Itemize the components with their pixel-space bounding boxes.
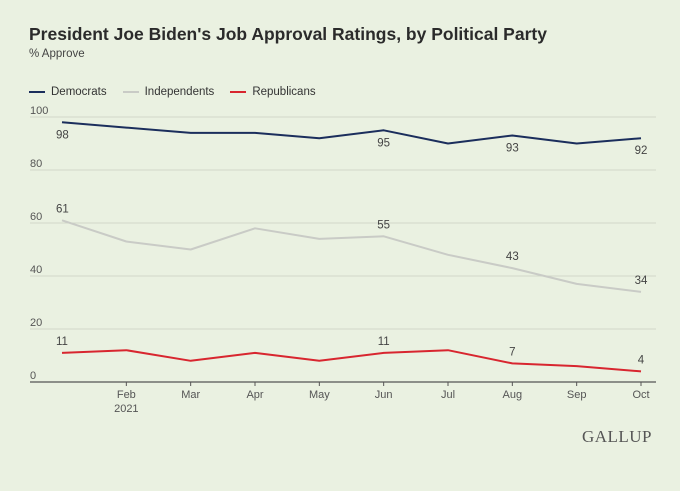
data-label-independents: 55 [377,219,390,231]
legend-item-democrats: Democrats [29,86,107,98]
chart-subtitle: % Approve [29,48,85,60]
data-label-republicans: 11 [56,336,68,348]
x-tick-label: Sep [567,389,587,401]
gallup-logo: GALLUP [581,427,652,446]
data-label-independents: 34 [635,275,648,287]
x-tick-label: Aug [503,389,523,401]
y-tick-label: 80 [30,158,42,170]
x-tick-label: Jun [375,389,393,401]
legend-swatch-democrats [29,91,45,93]
x-tick-label: Oct [632,389,649,401]
x-tick-label: Feb [117,389,136,401]
x-tick-label: May [309,389,330,401]
legend-item-republicans: Republicans [230,86,316,98]
chart-title: President Joe Biden's Job Approval Ratin… [29,24,547,44]
y-tick-label: 100 [30,105,48,117]
legend-label-republicans: Republicans [252,86,316,98]
data-label-republicans: 11 [378,336,390,348]
data-label-republicans: 7 [509,346,515,358]
data-label-democrats: 98 [56,129,69,141]
data-label-democrats: 95 [377,137,390,149]
data-label-democrats: 93 [506,143,519,155]
legend-item-independents: Independents [122,86,215,98]
x-tick-label: Mar [181,389,200,401]
data-label-republicans: 4 [638,354,645,366]
y-tick-label: 60 [30,211,42,223]
data-label-independents: 43 [506,251,519,263]
data-label-democrats: 92 [635,145,648,157]
series-line-democrats [61,121,642,145]
series-line-republicans [61,349,642,373]
y-tick-label: 0 [30,370,36,382]
x-tick-label: Jul [441,389,455,401]
y-tick-label: 20 [30,317,42,329]
legend: Democrats Independents Republicans [29,86,316,98]
legend-swatch-republicans [230,91,247,93]
series-line-independents [61,219,642,293]
y-tick-label: 40 [30,264,42,276]
legend-swatch-independents [122,91,139,93]
legend-label-democrats: Democrats [51,86,107,98]
x-tick-label: Apr [246,389,263,401]
legend-label-independents: Independents [144,86,215,98]
data-label-independents: 61 [56,203,69,215]
x-tick-sublabel: 2021 [114,403,138,415]
